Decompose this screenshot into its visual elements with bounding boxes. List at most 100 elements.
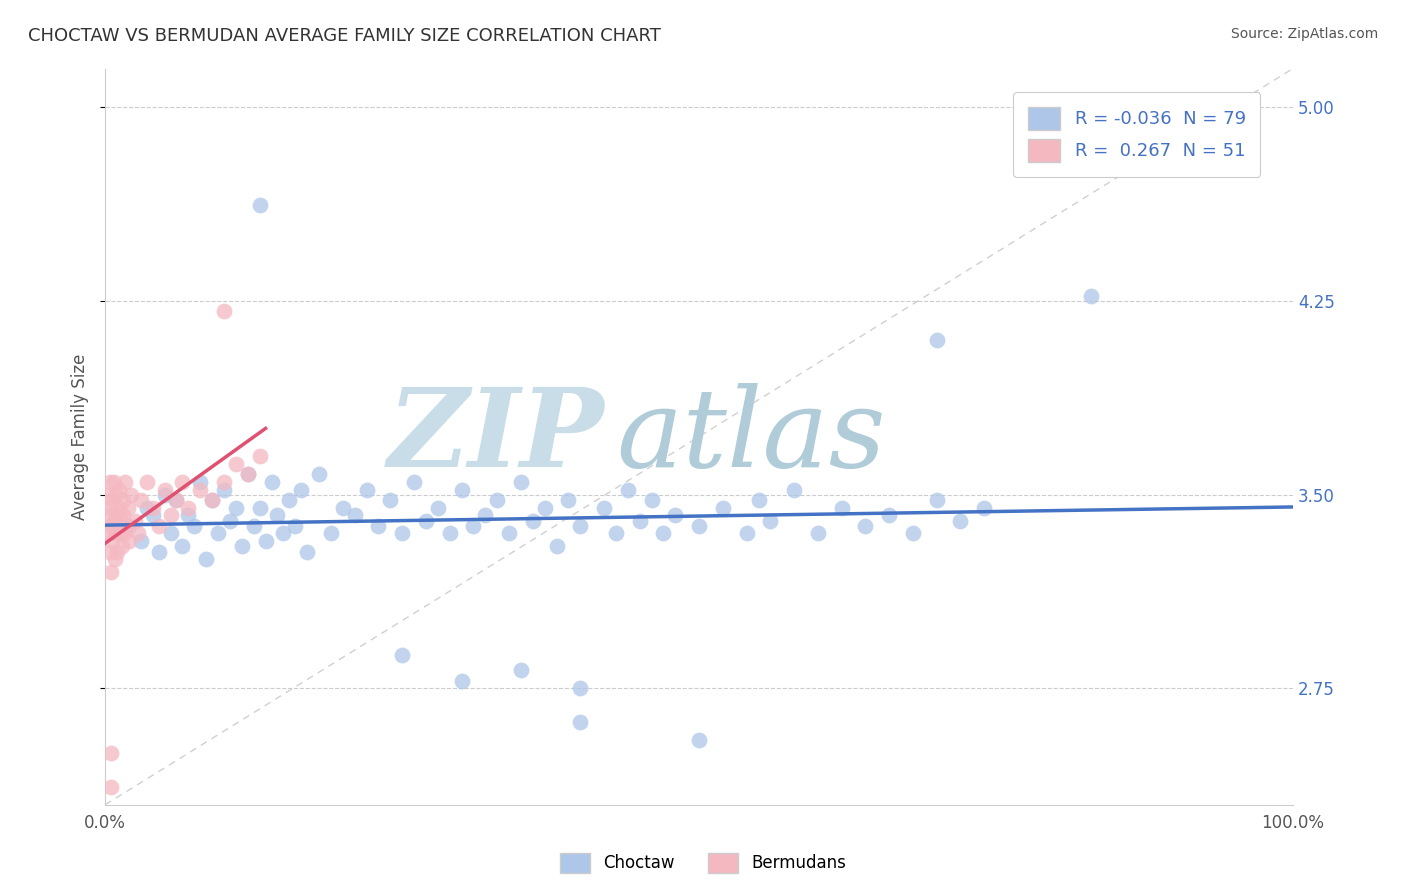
Legend: R = -0.036  N = 79, R =  0.267  N = 51: R = -0.036 N = 79, R = 0.267 N = 51 xyxy=(1014,92,1260,177)
Point xyxy=(159,508,181,523)
Point xyxy=(118,518,141,533)
Point xyxy=(103,475,125,489)
Point xyxy=(105,518,128,533)
Point xyxy=(278,492,301,507)
Point xyxy=(498,526,520,541)
Point xyxy=(711,500,734,515)
Point xyxy=(901,526,924,541)
Point xyxy=(510,475,533,489)
Point xyxy=(652,526,675,541)
Point xyxy=(135,500,157,515)
Point xyxy=(260,475,283,489)
Point xyxy=(148,518,170,533)
Point xyxy=(295,544,318,558)
Point xyxy=(925,333,948,347)
Text: CHOCTAW VS BERMUDAN AVERAGE FAMILY SIZE CORRELATION CHART: CHOCTAW VS BERMUDAN AVERAGE FAMILY SIZE … xyxy=(28,27,661,45)
Point xyxy=(107,500,129,515)
Y-axis label: Average Family Size: Average Family Size xyxy=(72,353,89,520)
Point xyxy=(569,681,592,696)
Point xyxy=(546,540,568,554)
Point xyxy=(450,673,472,688)
Point xyxy=(593,500,616,515)
Point xyxy=(201,492,224,507)
Point xyxy=(249,449,271,463)
Point xyxy=(450,483,472,497)
Point xyxy=(402,475,425,489)
Point xyxy=(166,492,188,507)
Point xyxy=(831,500,853,515)
Point xyxy=(108,483,131,497)
Point xyxy=(153,483,176,497)
Point xyxy=(219,514,242,528)
Point xyxy=(664,508,686,523)
Point xyxy=(855,518,877,533)
Point xyxy=(183,518,205,533)
Point xyxy=(236,467,259,481)
Point xyxy=(249,198,271,212)
Point xyxy=(273,526,295,541)
Point xyxy=(735,526,758,541)
Point xyxy=(97,508,120,523)
Point xyxy=(188,483,211,497)
Point xyxy=(254,534,277,549)
Point xyxy=(319,526,342,541)
Point xyxy=(112,508,135,523)
Point xyxy=(343,508,366,523)
Point xyxy=(153,488,176,502)
Point xyxy=(332,500,354,515)
Point xyxy=(166,492,188,507)
Point xyxy=(290,483,312,497)
Point xyxy=(569,714,592,729)
Point xyxy=(127,526,149,541)
Point xyxy=(510,664,533,678)
Point xyxy=(114,475,136,489)
Point xyxy=(569,518,592,533)
Point xyxy=(104,552,127,566)
Point xyxy=(380,492,402,507)
Point xyxy=(783,483,806,497)
Point xyxy=(212,304,235,318)
Point xyxy=(104,488,127,502)
Point xyxy=(877,508,900,523)
Point xyxy=(486,492,509,507)
Point xyxy=(207,526,229,541)
Point xyxy=(225,457,247,471)
Point xyxy=(129,492,152,507)
Point xyxy=(142,508,165,523)
Point xyxy=(949,514,972,528)
Point xyxy=(308,467,330,481)
Point xyxy=(759,514,782,528)
Point xyxy=(356,483,378,497)
Point xyxy=(115,518,138,533)
Text: ZIP: ZIP xyxy=(388,383,605,491)
Point xyxy=(212,483,235,497)
Point xyxy=(415,514,437,528)
Point xyxy=(266,508,288,523)
Point xyxy=(98,475,121,489)
Point xyxy=(142,500,165,515)
Point xyxy=(112,492,135,507)
Point xyxy=(104,526,127,541)
Point xyxy=(367,518,389,533)
Point xyxy=(104,508,127,523)
Point xyxy=(97,488,120,502)
Point xyxy=(129,534,152,549)
Point xyxy=(195,552,218,566)
Point xyxy=(100,746,122,760)
Point xyxy=(640,492,662,507)
Point xyxy=(557,492,579,507)
Point xyxy=(103,514,125,528)
Point xyxy=(120,488,142,502)
Point xyxy=(201,492,224,507)
Point xyxy=(225,500,247,515)
Point xyxy=(148,544,170,558)
Point xyxy=(284,518,307,533)
Point xyxy=(925,492,948,507)
Point xyxy=(100,500,122,515)
Point xyxy=(474,508,496,523)
Point xyxy=(101,492,124,507)
Point xyxy=(100,518,122,533)
Point xyxy=(110,514,132,528)
Point xyxy=(177,508,200,523)
Point xyxy=(1080,289,1102,303)
